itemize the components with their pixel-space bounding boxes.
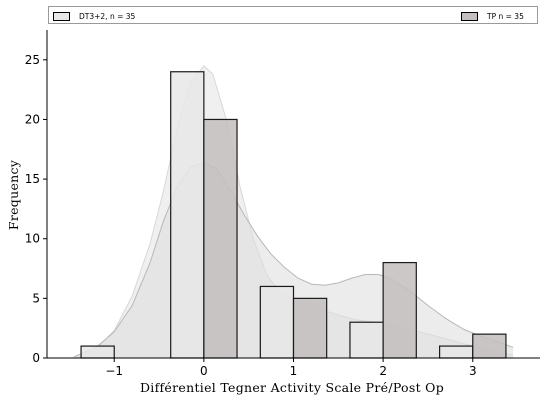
- legend-label-dt: DT3+2, n = 35: [79, 11, 136, 21]
- legend-item-dt: DT3+2, n = 35: [53, 10, 135, 22]
- bar-dt-0: [170, 71, 205, 359]
- bar-tp-1: [292, 297, 328, 359]
- y-axis-label: Frequency: [6, 159, 21, 230]
- x-tick-label--1: −1: [105, 364, 123, 378]
- axis-layer: −1 0 1 2 3 0 5 10 15 20 25: [25, 30, 540, 378]
- legend-item-tp: TP n = 35: [461, 10, 524, 22]
- x-axis-label: Différentiel Tegner Activity Scale Pré/P…: [140, 380, 444, 395]
- bar-dt-1: [259, 285, 295, 359]
- y-tick-label-25: 25: [25, 53, 40, 67]
- kde-line-1: [73, 161, 514, 358]
- x-tick-label-0: 0: [200, 364, 208, 378]
- x-tick-label-2: 2: [379, 364, 387, 378]
- bar-tp-3: [472, 333, 507, 359]
- legend: DT3+2, n = 35 TP n = 35: [48, 6, 538, 24]
- bar-dt-2: [349, 321, 384, 359]
- bar-tp-0: [203, 118, 238, 359]
- bar-tp-2: [382, 261, 417, 359]
- y-tick-label-5: 5: [32, 291, 40, 305]
- bar-layer: [80, 71, 507, 359]
- y-tick-label-10: 10: [25, 232, 40, 246]
- bar-dt--1: [80, 345, 115, 359]
- legend-swatch-dt: [53, 11, 70, 21]
- y-tick-label-20: 20: [25, 112, 40, 126]
- bar-dt-3: [439, 345, 474, 359]
- y-tick-label-15: 15: [25, 172, 40, 186]
- y-tick-label-0: 0: [32, 351, 40, 365]
- legend-swatch-tp: [461, 11, 478, 21]
- legend-label-tp: TP n = 35: [487, 11, 524, 21]
- x-tick-label-3: 3: [469, 364, 477, 378]
- x-tick-label-1: 1: [290, 364, 298, 378]
